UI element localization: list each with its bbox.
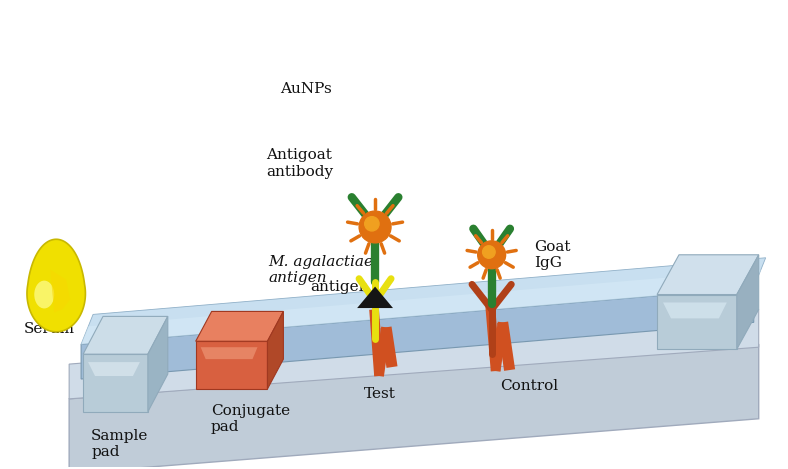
Polygon shape	[83, 354, 148, 412]
Polygon shape	[148, 317, 168, 412]
Polygon shape	[69, 344, 759, 469]
Circle shape	[482, 246, 495, 258]
Circle shape	[478, 241, 506, 269]
Circle shape	[359, 211, 391, 243]
Text: Control: Control	[500, 379, 558, 393]
Polygon shape	[83, 317, 168, 354]
Polygon shape	[88, 362, 140, 376]
Polygon shape	[657, 255, 759, 295]
Polygon shape	[81, 258, 766, 344]
Polygon shape	[737, 255, 759, 349]
Text: Sample
pad: Sample pad	[91, 429, 148, 459]
Polygon shape	[69, 310, 759, 399]
Polygon shape	[357, 287, 393, 308]
Polygon shape	[81, 270, 761, 344]
Circle shape	[365, 217, 379, 231]
Text: Antigoat
antibody: Antigoat antibody	[266, 149, 333, 179]
Polygon shape	[195, 311, 284, 341]
Polygon shape	[267, 311, 284, 389]
Polygon shape	[657, 295, 737, 349]
Text: antigen: antigen	[310, 280, 369, 294]
Polygon shape	[195, 341, 267, 389]
Text: Conjugate
pad: Conjugate pad	[210, 404, 290, 434]
Text: M. agalactiae
antigen: M. agalactiae antigen	[269, 255, 374, 285]
Text: Goat
IgG: Goat IgG	[534, 240, 571, 270]
Polygon shape	[50, 270, 70, 312]
Ellipse shape	[34, 280, 54, 309]
Text: Test: Test	[364, 387, 396, 401]
Polygon shape	[201, 347, 258, 359]
Text: AuNPs: AuNPs	[281, 82, 333, 96]
Text: Serum: Serum	[24, 322, 74, 336]
Polygon shape	[663, 303, 727, 318]
Polygon shape	[81, 287, 754, 379]
Polygon shape	[27, 239, 85, 332]
Text: Absorbent
pad: Absorbent pad	[667, 304, 747, 334]
